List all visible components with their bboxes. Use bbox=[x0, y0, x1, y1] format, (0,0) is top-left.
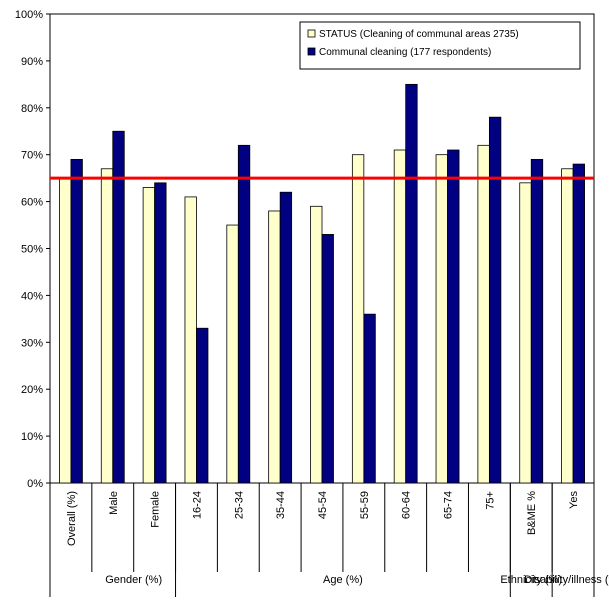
bar-series-1 bbox=[184, 196, 197, 484]
bar-series-2 bbox=[321, 234, 334, 484]
x-group-label: Age (%) bbox=[323, 574, 363, 586]
x-category-label: 55-59 bbox=[359, 491, 371, 519]
x-category-label: Overall (%) bbox=[66, 491, 78, 546]
bar-series-2 bbox=[530, 158, 544, 484]
bar-series-1 bbox=[351, 154, 365, 484]
bar-series-1 bbox=[435, 154, 448, 484]
bar-series-2 bbox=[572, 163, 585, 484]
y-tick-label: 10% bbox=[21, 431, 43, 443]
bar-series-2 bbox=[237, 144, 251, 484]
bar-series-1 bbox=[561, 168, 574, 484]
x-category-label: Female bbox=[150, 491, 162, 528]
bar-series-2 bbox=[154, 182, 167, 484]
legend-swatch bbox=[307, 47, 316, 56]
x-category-label: 75+ bbox=[484, 491, 496, 510]
bar-series-2 bbox=[447, 149, 460, 484]
y-tick-label: 70% bbox=[21, 150, 43, 162]
x-category-label: 35-44 bbox=[275, 491, 287, 519]
x-category-label: 65-74 bbox=[443, 491, 455, 519]
legend-label: STATUS (Cleaning of communal areas 2735) bbox=[319, 29, 519, 40]
x-category-label: Yes bbox=[568, 491, 580, 509]
x-group-label: Ethnicity (%) bbox=[500, 574, 562, 586]
y-tick-label: 30% bbox=[21, 337, 43, 349]
bar-series-1 bbox=[59, 177, 72, 484]
y-tick-label: 60% bbox=[21, 197, 43, 209]
bar-series-2 bbox=[488, 116, 502, 484]
legend-box bbox=[299, 21, 581, 70]
x-category-label: 16-24 bbox=[191, 491, 203, 519]
y-tick-label: 80% bbox=[21, 103, 43, 115]
bar-series-1 bbox=[519, 182, 532, 484]
bar-series-2 bbox=[112, 130, 125, 484]
y-tick-label: 20% bbox=[21, 384, 43, 396]
bar-series-2 bbox=[70, 158, 83, 484]
bar-series-1 bbox=[393, 149, 407, 484]
y-tick-label: 100% bbox=[15, 9, 43, 21]
x-category-label: 45-54 bbox=[317, 491, 329, 519]
y-tick-label: 40% bbox=[21, 290, 43, 302]
y-tick-label: 0% bbox=[27, 478, 43, 490]
bar-series-1 bbox=[477, 144, 490, 484]
bar-series-1 bbox=[310, 205, 323, 484]
x-category-label: B&ME % bbox=[526, 491, 538, 535]
y-tick-label: 50% bbox=[21, 244, 43, 256]
bar-series-1 bbox=[226, 224, 239, 484]
bar-series-1 bbox=[100, 168, 114, 484]
x-category-label: Male bbox=[108, 491, 120, 515]
bar-series-2 bbox=[196, 327, 209, 484]
bar-series-2 bbox=[405, 83, 418, 484]
y-tick-label: 90% bbox=[21, 56, 43, 68]
x-category-label: 60-64 bbox=[401, 491, 413, 519]
x-category-label: 25-34 bbox=[233, 491, 245, 519]
legend-swatch bbox=[307, 29, 316, 38]
x-group-label: Gender (%) bbox=[105, 574, 162, 586]
bar-series-1 bbox=[268, 210, 281, 484]
bar-series-2 bbox=[363, 313, 376, 484]
bar-series-1 bbox=[142, 187, 156, 484]
x-group-label: Disability/illness (%) bbox=[524, 574, 609, 586]
legend-label: Communal cleaning (177 respondents) bbox=[319, 47, 491, 58]
bar-series-2 bbox=[279, 191, 293, 484]
